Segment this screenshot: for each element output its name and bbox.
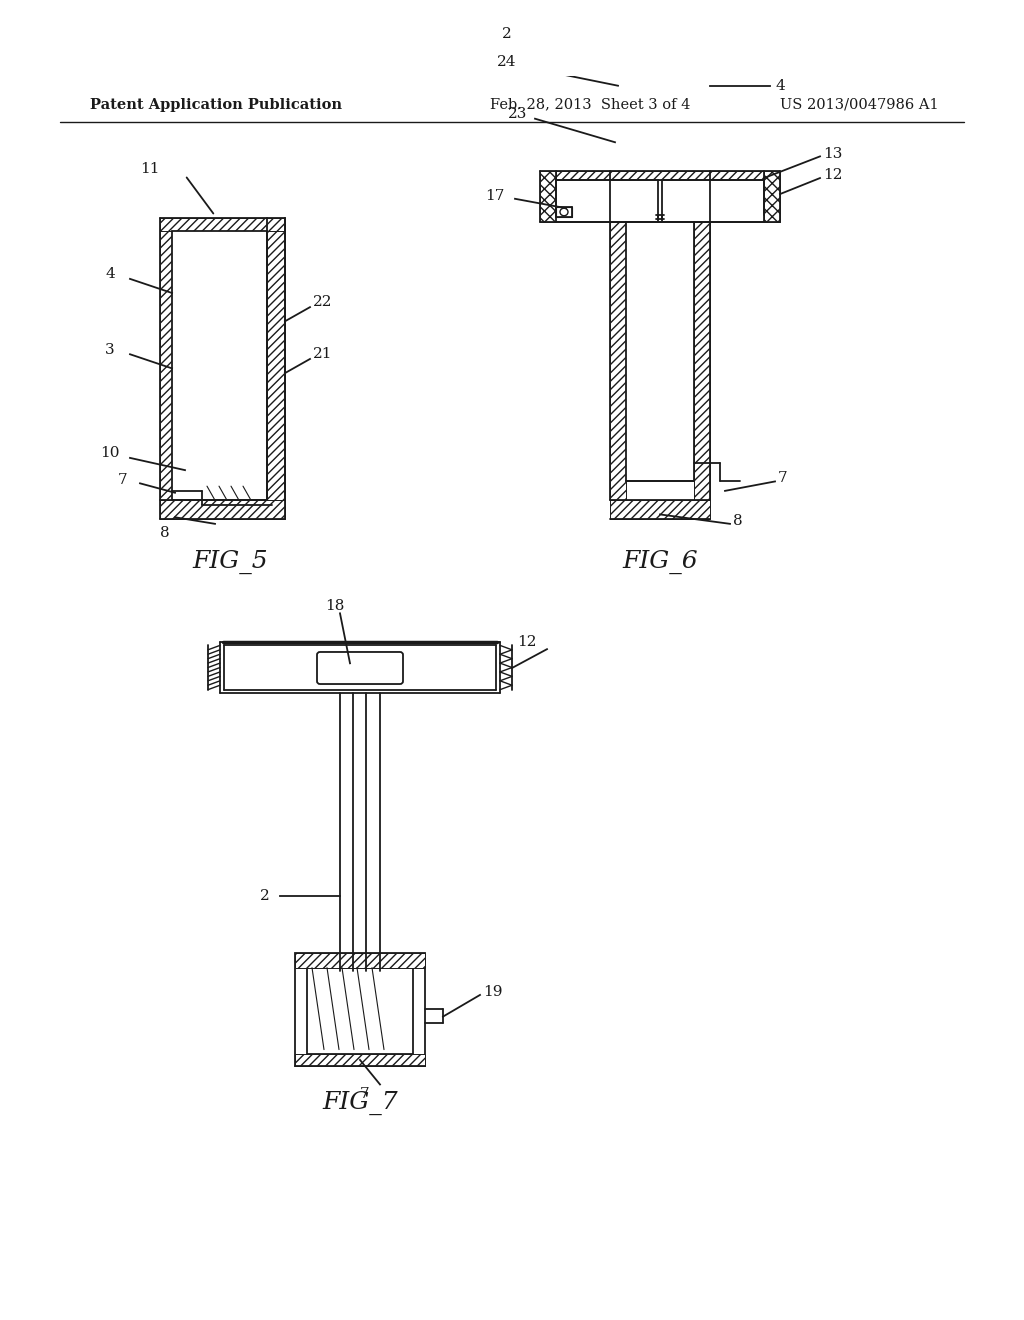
Text: 4: 4	[775, 79, 784, 92]
Bar	[610, 500, 710, 519]
Text: 7: 7	[778, 471, 787, 484]
Bar	[556, 180, 658, 222]
Bar	[610, 222, 626, 500]
Text: 17: 17	[485, 189, 505, 203]
Text: 24: 24	[498, 55, 517, 69]
Bar	[295, 953, 425, 968]
Bar	[556, 170, 764, 180]
Text: FIG_5: FIG_5	[193, 549, 268, 574]
Bar	[160, 218, 285, 231]
Bar	[556, 207, 572, 216]
Bar	[295, 953, 425, 1065]
Bar	[267, 218, 285, 500]
Bar	[307, 962, 413, 1055]
Text: FIG_7: FIG_7	[323, 1092, 397, 1115]
Bar	[626, 222, 694, 482]
Bar	[172, 231, 267, 500]
Text: 10: 10	[100, 446, 120, 461]
Text: 4: 4	[105, 267, 115, 281]
Text: 13: 13	[823, 147, 843, 161]
Text: 22: 22	[313, 296, 333, 309]
Text: Patent Application Publication: Patent Application Publication	[90, 98, 342, 112]
Text: 23: 23	[508, 107, 527, 121]
FancyBboxPatch shape	[317, 652, 403, 684]
Text: 2: 2	[260, 888, 270, 903]
Bar	[160, 218, 172, 500]
Text: 7: 7	[118, 473, 128, 487]
Text: 8: 8	[160, 527, 170, 540]
Bar	[160, 500, 285, 519]
Bar	[764, 170, 780, 222]
Text: 18: 18	[326, 599, 345, 612]
Text: 12: 12	[823, 168, 843, 182]
Text: FIG_6: FIG_6	[623, 549, 697, 574]
Text: 21: 21	[313, 347, 333, 362]
Bar	[295, 1055, 425, 1065]
Text: US 2013/0047986 A1: US 2013/0047986 A1	[780, 98, 939, 112]
Text: 3: 3	[105, 342, 115, 356]
Text: 7: 7	[360, 1086, 370, 1101]
Bar	[662, 180, 764, 222]
Bar	[694, 222, 710, 500]
Text: 8: 8	[733, 513, 742, 528]
Text: Feb. 28, 2013  Sheet 3 of 4: Feb. 28, 2013 Sheet 3 of 4	[490, 98, 690, 112]
Text: 2: 2	[502, 26, 512, 41]
Text: 12: 12	[517, 635, 537, 648]
Bar	[540, 170, 556, 222]
Text: 11: 11	[140, 161, 160, 176]
Text: 19: 19	[483, 985, 503, 999]
